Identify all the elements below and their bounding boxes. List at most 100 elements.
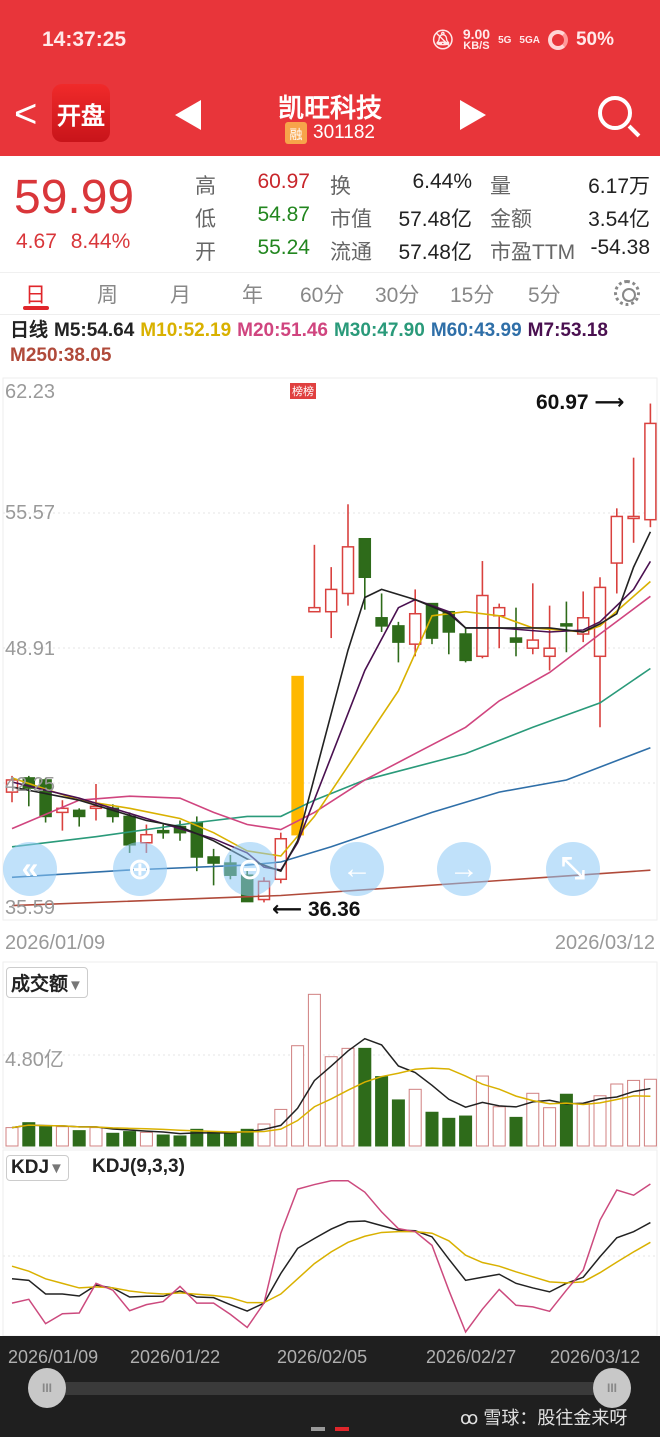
volume-bar [240,1128,254,1147]
candle-body [459,633,472,662]
navigator-right-handle[interactable]: III [593,1368,631,1408]
price-axis-label: 48.91 [5,638,56,660]
net-speed-unit: KB/S [463,40,490,52]
volume-bar [576,1102,590,1147]
candle-body [408,612,422,645]
candle [408,589,422,657]
ma-legend: 日线 M5:54.64 M10:52.19 M20:51.46 M30:47.90 M60… [10,320,655,367]
candle-body [324,588,338,613]
candle-body [308,606,321,613]
tab-7[interactable]: 5分 [528,284,561,307]
volume-bar [22,1122,36,1147]
kdj-k-line [11,1220,651,1312]
volume-bar [39,1126,53,1147]
candle-body [291,675,304,836]
tab-0[interactable]: 日 [25,284,46,307]
previous-stock-button[interactable] [175,100,201,130]
zoom-out-icon[interactable]: ⊖ [223,842,277,896]
candle-body [560,623,573,627]
quote-label: 市盈TTM [490,241,576,264]
sim2-signal-icon: 5GA [519,34,540,46]
rank-badge: 榜榜 [290,383,316,399]
candle-body [5,779,19,793]
status-icons: 🔕︎ 9.00 KB/S 5G 5GA 50% [430,26,614,52]
expand-icon[interactable]: ⤡ [546,842,600,896]
candle-body [610,515,624,564]
page-dot-active[interactable] [335,1427,349,1431]
tab-5[interactable]: 30分 [375,284,420,307]
candle-body [425,602,439,639]
scroll-left-fast-icon[interactable]: « [3,842,57,896]
volume-bar [559,1093,573,1147]
zoom-in-icon[interactable]: ⊕ [113,842,167,896]
volume-bar [593,1095,607,1147]
candle [341,504,355,606]
navigator-date: 2026/01/22 [130,1347,221,1367]
candle [560,601,573,653]
candle-body [526,639,540,649]
kdj-indicator-selector[interactable]: KDJ▼ [6,1155,69,1181]
volume-bar [291,1045,305,1147]
candle [476,561,489,659]
kdj-selector-label: KDJ [11,1157,50,1178]
gear-icon[interactable] [614,280,640,306]
quote-value: 55.24 [257,236,310,259]
navigator-track[interactable] [46,1382,612,1395]
ma-legend-item: M20:51.46 [237,320,328,341]
tab-2[interactable]: 月 [170,284,191,307]
tab-3[interactable]: 年 [242,284,263,307]
ma-legend-item: M5:54.64 [54,320,135,341]
range-start-date: 2026/01/09 [5,932,106,954]
quote-label: 换 [330,175,351,198]
candle-body [274,837,288,881]
next-stock-button[interactable] [460,100,486,130]
candle [308,544,321,613]
candle-body [207,856,220,864]
tab-1[interactable]: 周 [97,284,118,307]
battery-icon [547,30,568,50]
volume-bar [509,1116,523,1147]
volume-bar [442,1117,456,1147]
header-bar [0,0,660,156]
candle-body [627,515,640,520]
quote-label: 开 [195,241,216,264]
back-button[interactable]: < [14,92,38,136]
quote-value: 60.97 [257,170,310,193]
candle-body [341,546,355,595]
panel-frame [2,377,658,921]
volume-ma10-line [11,1067,651,1133]
quote-label: 市值 [330,208,372,231]
navigator-left-handle[interactable]: III [28,1368,66,1408]
page-dot[interactable] [311,1427,325,1431]
net-speed-value: 9.00 [462,26,491,42]
quote-label: 量 [490,175,511,198]
quote-label: 高 [195,175,216,198]
candle [375,593,388,632]
change-percent: 8.44% [70,230,131,253]
search-icon[interactable] [598,96,632,130]
ma-line-m5 [11,531,652,873]
mute-icon: 🔕︎ [430,30,455,51]
volume-bar [123,1131,137,1147]
candle [543,605,556,671]
candle [526,583,540,655]
arrow-left-icon[interactable]: ← [330,842,384,896]
arrow-right-icon[interactable]: → [437,842,491,896]
kdj-j-line [11,1180,651,1334]
navigator-date: 2026/03/12 [550,1347,641,1367]
ma-legend-item: M30:47.90 [333,320,425,341]
candle [627,457,640,543]
volume-bar [610,1083,624,1147]
tab-4[interactable]: 60分 [300,284,345,307]
ma-legend-prefix: 日线 [10,320,49,341]
tab-6[interactable]: 15分 [450,284,495,307]
ma-line-m7 [11,560,652,871]
stock-code-row: 融 301182 [0,122,660,144]
volume-bar [526,1092,540,1147]
app-logo[interactable]: 开盘 [52,84,110,142]
xueqiu-logo-icon: ꝏ [460,1408,484,1428]
rank-badge-label: 榜榜 [290,383,316,399]
volume-indicator-selector[interactable]: 成交额▼ [6,967,88,998]
candle [291,675,304,836]
